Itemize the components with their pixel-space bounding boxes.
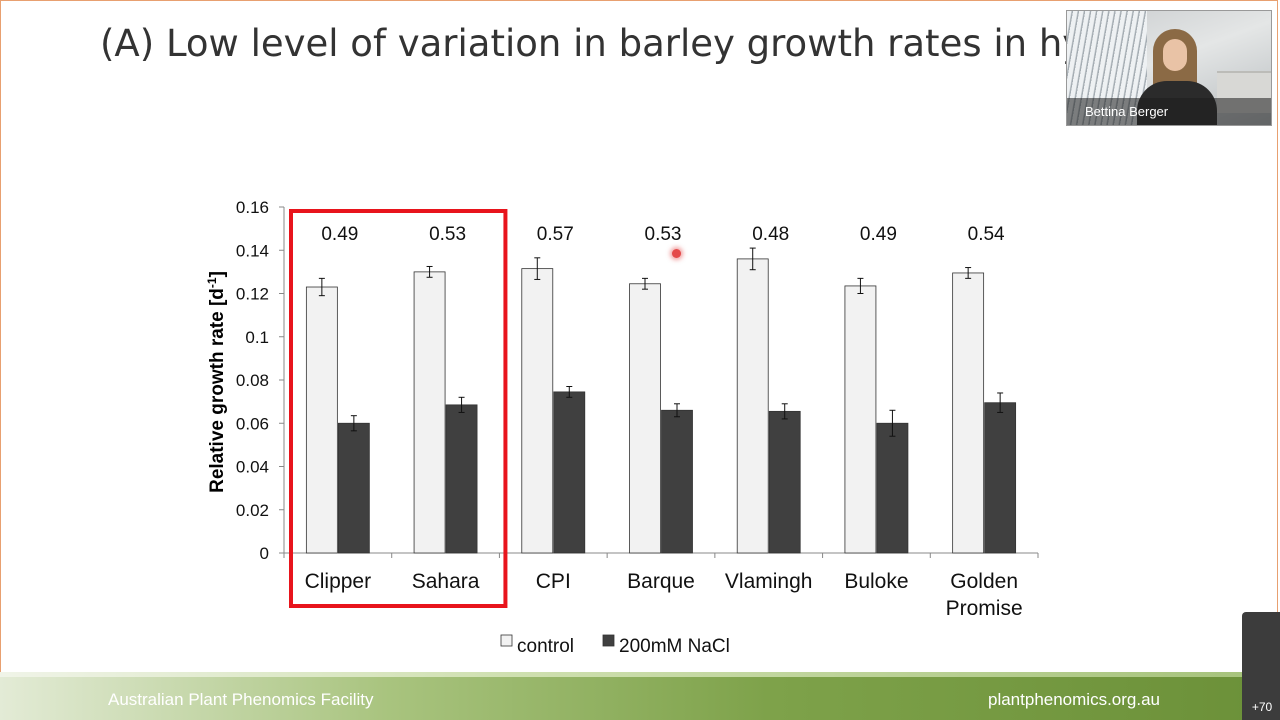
legend-swatch-nacl bbox=[602, 634, 615, 647]
ratio-label: 0.54 bbox=[968, 224, 1005, 245]
y-tick-label: 0.08 bbox=[236, 371, 269, 390]
bar-nacl bbox=[768, 410, 801, 554]
bar-control bbox=[413, 271, 446, 554]
ratio-label: 0.53 bbox=[645, 224, 682, 245]
bar-nacl bbox=[337, 422, 370, 554]
x-category-label: Promise bbox=[946, 597, 1023, 620]
x-category-label: CPI bbox=[536, 570, 571, 593]
x-category-label: Buloke bbox=[844, 570, 908, 593]
legend-swatch-control bbox=[500, 634, 513, 647]
laser-pointer-dot bbox=[672, 249, 681, 258]
y-tick-label: 0.04 bbox=[236, 458, 269, 477]
ratio-label: 0.49 bbox=[860, 224, 897, 245]
x-category-label: Clipper bbox=[305, 570, 372, 593]
participant-count[interactable]: +70 bbox=[1251, 700, 1273, 714]
bar-control bbox=[952, 272, 985, 554]
footer-band bbox=[0, 677, 1280, 720]
bar-nacl bbox=[661, 409, 693, 554]
participant-face bbox=[1163, 39, 1187, 71]
highlight-box bbox=[289, 209, 508, 608]
bar-control bbox=[521, 268, 554, 554]
participant-video-tile[interactable]: Bettina Berger bbox=[1066, 10, 1272, 126]
participant-name: Bettina Berger bbox=[1067, 98, 1271, 125]
bar-control bbox=[305, 286, 338, 554]
y-axis-title-superscript: -1 bbox=[205, 277, 219, 288]
x-category-label: Vlamingh bbox=[725, 570, 813, 593]
participants-panel-toggle[interactable] bbox=[1242, 612, 1280, 720]
bar-nacl bbox=[984, 402, 1017, 554]
y-tick-label: 0.12 bbox=[236, 285, 269, 304]
legend-label-nacl: 200mM NaCl bbox=[619, 636, 730, 657]
bar-control bbox=[844, 285, 877, 554]
ratio-label: 0.49 bbox=[321, 224, 358, 245]
ratio-label: 0.57 bbox=[537, 224, 574, 245]
x-category-label: Barque bbox=[627, 570, 695, 593]
bar-nacl bbox=[876, 422, 909, 554]
footer-stripe bbox=[0, 672, 1280, 678]
y-tick-label: 0.06 bbox=[236, 414, 269, 433]
y-tick-label: 0.16 bbox=[236, 198, 269, 217]
y-axis-title-end: ] bbox=[207, 271, 228, 277]
y-tick-label: 0.02 bbox=[236, 501, 269, 520]
ratio-label: 0.53 bbox=[429, 224, 466, 245]
bar-control bbox=[736, 258, 769, 554]
y-axis-title-main: Relative growth rate [d bbox=[207, 288, 228, 493]
y-tick-label: 0 bbox=[260, 544, 269, 563]
y-tick-label: 0.14 bbox=[236, 241, 269, 260]
y-axis-title: Relative growth rate [d-1] bbox=[205, 271, 228, 493]
footer-website: plantphenomics.org.au bbox=[988, 690, 1161, 709]
y-tick-label: 0.1 bbox=[245, 328, 269, 347]
x-category-label: Sahara bbox=[412, 570, 480, 593]
bar-control bbox=[629, 283, 661, 554]
bar-nacl bbox=[445, 404, 478, 554]
footer-organization: Australian Plant Phenomics Facility bbox=[108, 690, 374, 709]
slide-title: (A) Low level of variation in barley gro… bbox=[100, 22, 1145, 65]
bar-nacl bbox=[553, 391, 586, 554]
ratio-label: 0.48 bbox=[752, 224, 789, 245]
x-category-label: Golden bbox=[950, 570, 1018, 593]
legend-label-control: control bbox=[517, 636, 574, 657]
